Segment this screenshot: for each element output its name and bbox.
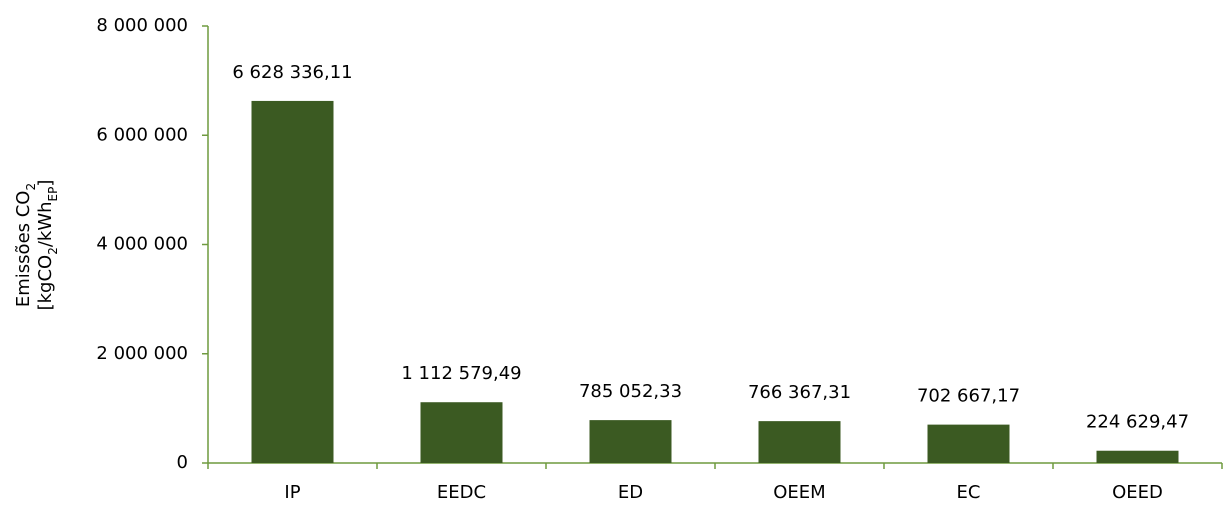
data-label: 6 628 336,11 [232,62,352,83]
y-axis-label-part: /kWh [35,201,56,247]
y-tick-label: 4 000 000 [96,234,188,255]
y-axis-label: [kgCO2/kWhEP] [35,180,60,311]
bar [927,424,1010,463]
data-label: 1 112 579,49 [401,363,521,384]
data-label: 785 052,33 [579,381,682,402]
y-tick-label: 0 [177,452,188,473]
y-tick-label: 8 000 000 [96,15,188,36]
bar [251,100,334,464]
y-tick-label: 6 000 000 [96,124,188,145]
x-tick-label: IP [284,482,300,503]
x-tick-label: EC [957,482,981,503]
y-axis-label-part: EP [46,187,60,202]
x-tick-label: ED [618,482,643,503]
y-axis-label: Emissões CO2 [13,183,38,307]
y-axis-label-part: ] [35,180,56,187]
data-label: 224 629,47 [1086,412,1189,433]
x-tick-label: EEDC [437,482,486,503]
data-label: 702 667,17 [917,386,1020,407]
y-axis-label-part: Emissões CO [13,191,34,308]
bar [1096,450,1179,463]
bar [758,421,841,463]
y-axis-label-part: 2 [46,247,60,255]
y-axis-label-part: 2 [24,183,38,191]
x-tick-label: OEED [1112,482,1163,503]
x-tick-label: OEEM [773,482,825,503]
y-axis-label-part: [kgCO [35,255,56,311]
y-tick-label: 2 000 000 [96,343,188,364]
bar [589,420,672,463]
bar [420,402,503,463]
data-label: 766 367,31 [748,382,851,403]
